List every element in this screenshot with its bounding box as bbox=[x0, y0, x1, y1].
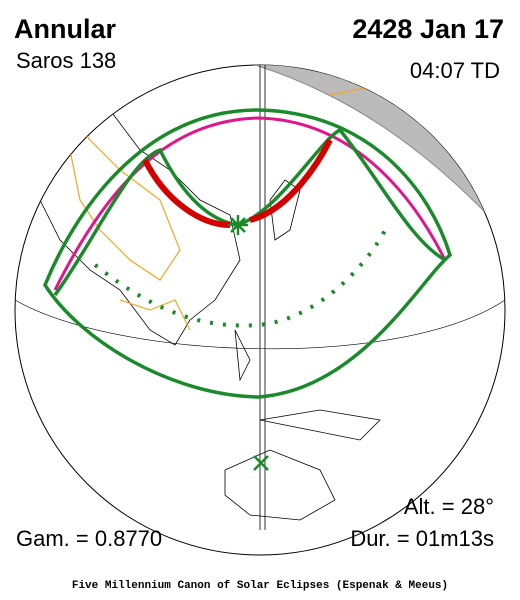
saros: Saros 138 bbox=[16, 48, 116, 73]
subsolar-marker bbox=[253, 455, 269, 471]
australia bbox=[224, 449, 336, 521]
penumbral-limit bbox=[43, 108, 453, 399]
globe bbox=[14, 64, 506, 556]
terminator bbox=[149, 65, 505, 251]
time: 04:07 TD bbox=[410, 58, 500, 83]
footer: Five Millennium Canon of Solar Eclipses … bbox=[72, 580, 448, 592]
altitude: Alt. = 28° bbox=[404, 494, 494, 519]
max-eclipse-curve bbox=[93, 229, 387, 328]
borders bbox=[59, 99, 191, 331]
gamma: Gam. = 0.8770 bbox=[16, 526, 162, 551]
islands bbox=[234, 179, 381, 441]
limit-curve bbox=[53, 116, 447, 291]
greatest-eclipse-marker bbox=[228, 215, 248, 235]
central-path bbox=[142, 138, 333, 228]
duration: Dur. = 01m13s bbox=[350, 526, 494, 551]
date: 2428 Jan 17 bbox=[352, 14, 504, 44]
title: Annular bbox=[14, 14, 116, 44]
